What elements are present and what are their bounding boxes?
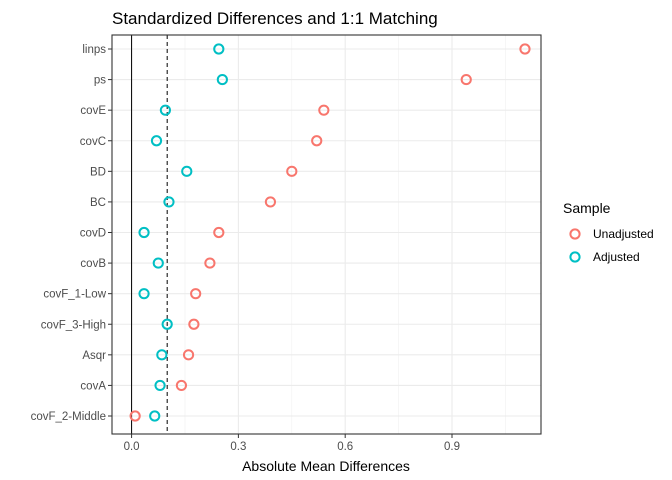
y-tick-label: ps: [94, 75, 106, 87]
y-tick-label: BC: [90, 197, 106, 209]
point-unadjusted: [190, 288, 202, 300]
point-unadjusted: [311, 135, 323, 147]
point-adjusted: [213, 43, 225, 55]
point-adjusted: [156, 349, 168, 361]
x-tick-labels: 0.0 0.3 0.6 0.9: [124, 434, 460, 453]
y-tick-label: BD: [90, 166, 106, 178]
y-tick-label: Asqr: [82, 350, 106, 362]
point-unadjusted: [460, 73, 472, 86]
plot-panel: [111, 34, 542, 435]
point-adjusted: [152, 257, 164, 269]
x-axis-title: Absolute Mean Differences: [242, 458, 410, 474]
point-unadjusted: [286, 165, 298, 177]
point-unadjusted: [182, 349, 195, 361]
x-tick-label: 0.0: [124, 441, 140, 453]
y-tick-label: covF_1-Low: [43, 289, 106, 301]
point-adjusted: [154, 379, 166, 392]
y-tick-label: linps: [82, 44, 106, 56]
legend-key-adjusted: [569, 251, 581, 263]
point-unadjusted: [175, 379, 188, 392]
legend-title: Sample: [563, 200, 611, 216]
x-tick-label: 0.9: [444, 441, 460, 453]
point-adjusted: [181, 165, 193, 177]
y-tick-label: covD: [80, 228, 106, 240]
y-tick-label: covC: [80, 136, 106, 148]
y-tick-label: covF_2-Middle: [31, 411, 106, 423]
point-unadjusted: [213, 226, 225, 239]
y-tick-label: covA: [80, 380, 106, 392]
point-unadjusted: [318, 104, 330, 116]
x-tick-label: 0.3: [230, 441, 246, 453]
point-unadjusted: [204, 257, 216, 269]
y-tick-label: covE: [80, 105, 106, 117]
point-adjusted: [163, 196, 175, 208]
legend-key-unadjusted: [569, 228, 581, 240]
y-tick-label: covB: [80, 258, 106, 270]
point-unadjusted: [264, 196, 277, 208]
legend: Sample Unadjusted Adjusted: [563, 200, 654, 264]
legend-label-adjusted: Adjusted: [593, 250, 640, 264]
point-adjusted: [159, 104, 172, 116]
point-adjusted: [216, 73, 228, 86]
point-unadjusted: [519, 43, 531, 55]
point-adjusted: [149, 410, 161, 422]
y-tick-labels: linps ps covE covC BD BC covD covB covF_1-Lowcov…: [31, 44, 112, 423]
chart-title: Standardized Differences and 1:1 Matchin…: [112, 9, 438, 28]
point-adjusted: [150, 135, 163, 147]
y-tick-label: covF_3-High: [41, 319, 106, 331]
point-unadjusted: [129, 410, 141, 422]
x-tick-label: 0.6: [337, 441, 353, 453]
point-adjusted: [138, 226, 150, 239]
legend-label-unadjusted: Unadjusted: [593, 227, 654, 241]
point-adjusted: [161, 318, 173, 330]
point-unadjusted: [188, 318, 200, 330]
panel-border: [111, 34, 542, 435]
point-adjusted: [138, 288, 150, 300]
